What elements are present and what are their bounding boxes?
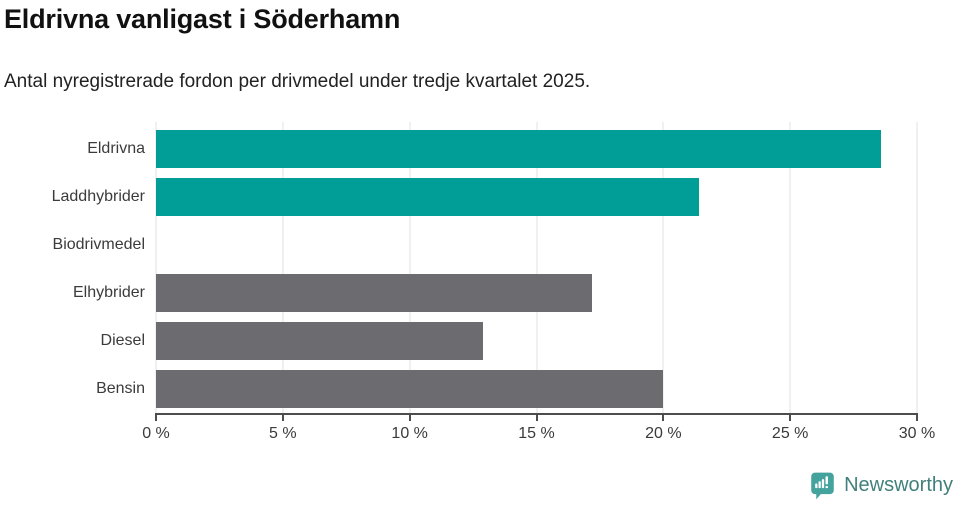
category-label: Elhybrider: [72, 284, 145, 301]
category-label: Bensin: [96, 380, 145, 397]
gridline: [916, 122, 918, 413]
bar-laddhybrider: [156, 178, 699, 216]
axis-tick: [535, 413, 538, 421]
gridline: [536, 122, 537, 413]
x-tick-label: 0 %: [142, 425, 170, 442]
bar-row: [156, 221, 917, 269]
x-tick-label: 30 %: [898, 425, 936, 442]
gridline: [282, 122, 284, 413]
bar-row: [156, 173, 917, 221]
brand-name: Newsworthy: [844, 474, 953, 496]
x-tick-label: 25 %: [771, 425, 809, 442]
x-tick-label: 20 %: [645, 425, 682, 442]
bar-row: [156, 125, 917, 173]
axis-tick: [789, 413, 792, 421]
x-axis: [155, 413, 918, 421]
bar-row: [156, 269, 917, 317]
category-labels: Eldrivna Laddhybrider Biodrivmedel Elhybrid…: [0, 125, 145, 413]
x-tick-labels: 0 % 5 % 10 % 15 % 20 % 25 % 30 %: [142, 425, 935, 447]
chart-title: Eldrivna vanligast i Söderhamn: [4, 4, 401, 34]
bars-layer: [156, 125, 917, 413]
axis-tick: [662, 413, 665, 421]
bar-eldrivna: [156, 130, 882, 168]
bar-row: [156, 317, 917, 365]
plot-area: [155, 122, 918, 413]
bar-chart-speech-bubble-icon: [811, 472, 834, 500]
x-tick-label: 5 %: [269, 425, 297, 442]
bar-row: [156, 365, 917, 413]
gridline: [155, 122, 157, 413]
brand-logo: Newsworthy: [809, 471, 953, 500]
x-tick-label: 10 %: [391, 425, 428, 442]
bar-elhybrider: [156, 274, 593, 312]
category-label: Diesel: [100, 332, 145, 349]
chart-subtitle: Antal nyregistrerade fordon per drivmede…: [4, 71, 591, 92]
axis-tick: [916, 413, 918, 421]
category-label: Eldrivna: [87, 140, 145, 157]
x-tick-label: 15 %: [518, 425, 555, 442]
category-label: Biodrivmedel: [52, 236, 145, 253]
gridline: [409, 122, 411, 413]
bar-bensin: [156, 370, 664, 408]
axis-tick: [155, 413, 157, 421]
axis-tick: [281, 413, 284, 421]
gridline: [662, 122, 664, 413]
category-label: Laddhybrider: [51, 188, 145, 205]
gridline: [789, 122, 791, 413]
bar-diesel: [156, 322, 484, 360]
axis-tick: [408, 413, 411, 421]
gridline-layer: [155, 122, 918, 413]
